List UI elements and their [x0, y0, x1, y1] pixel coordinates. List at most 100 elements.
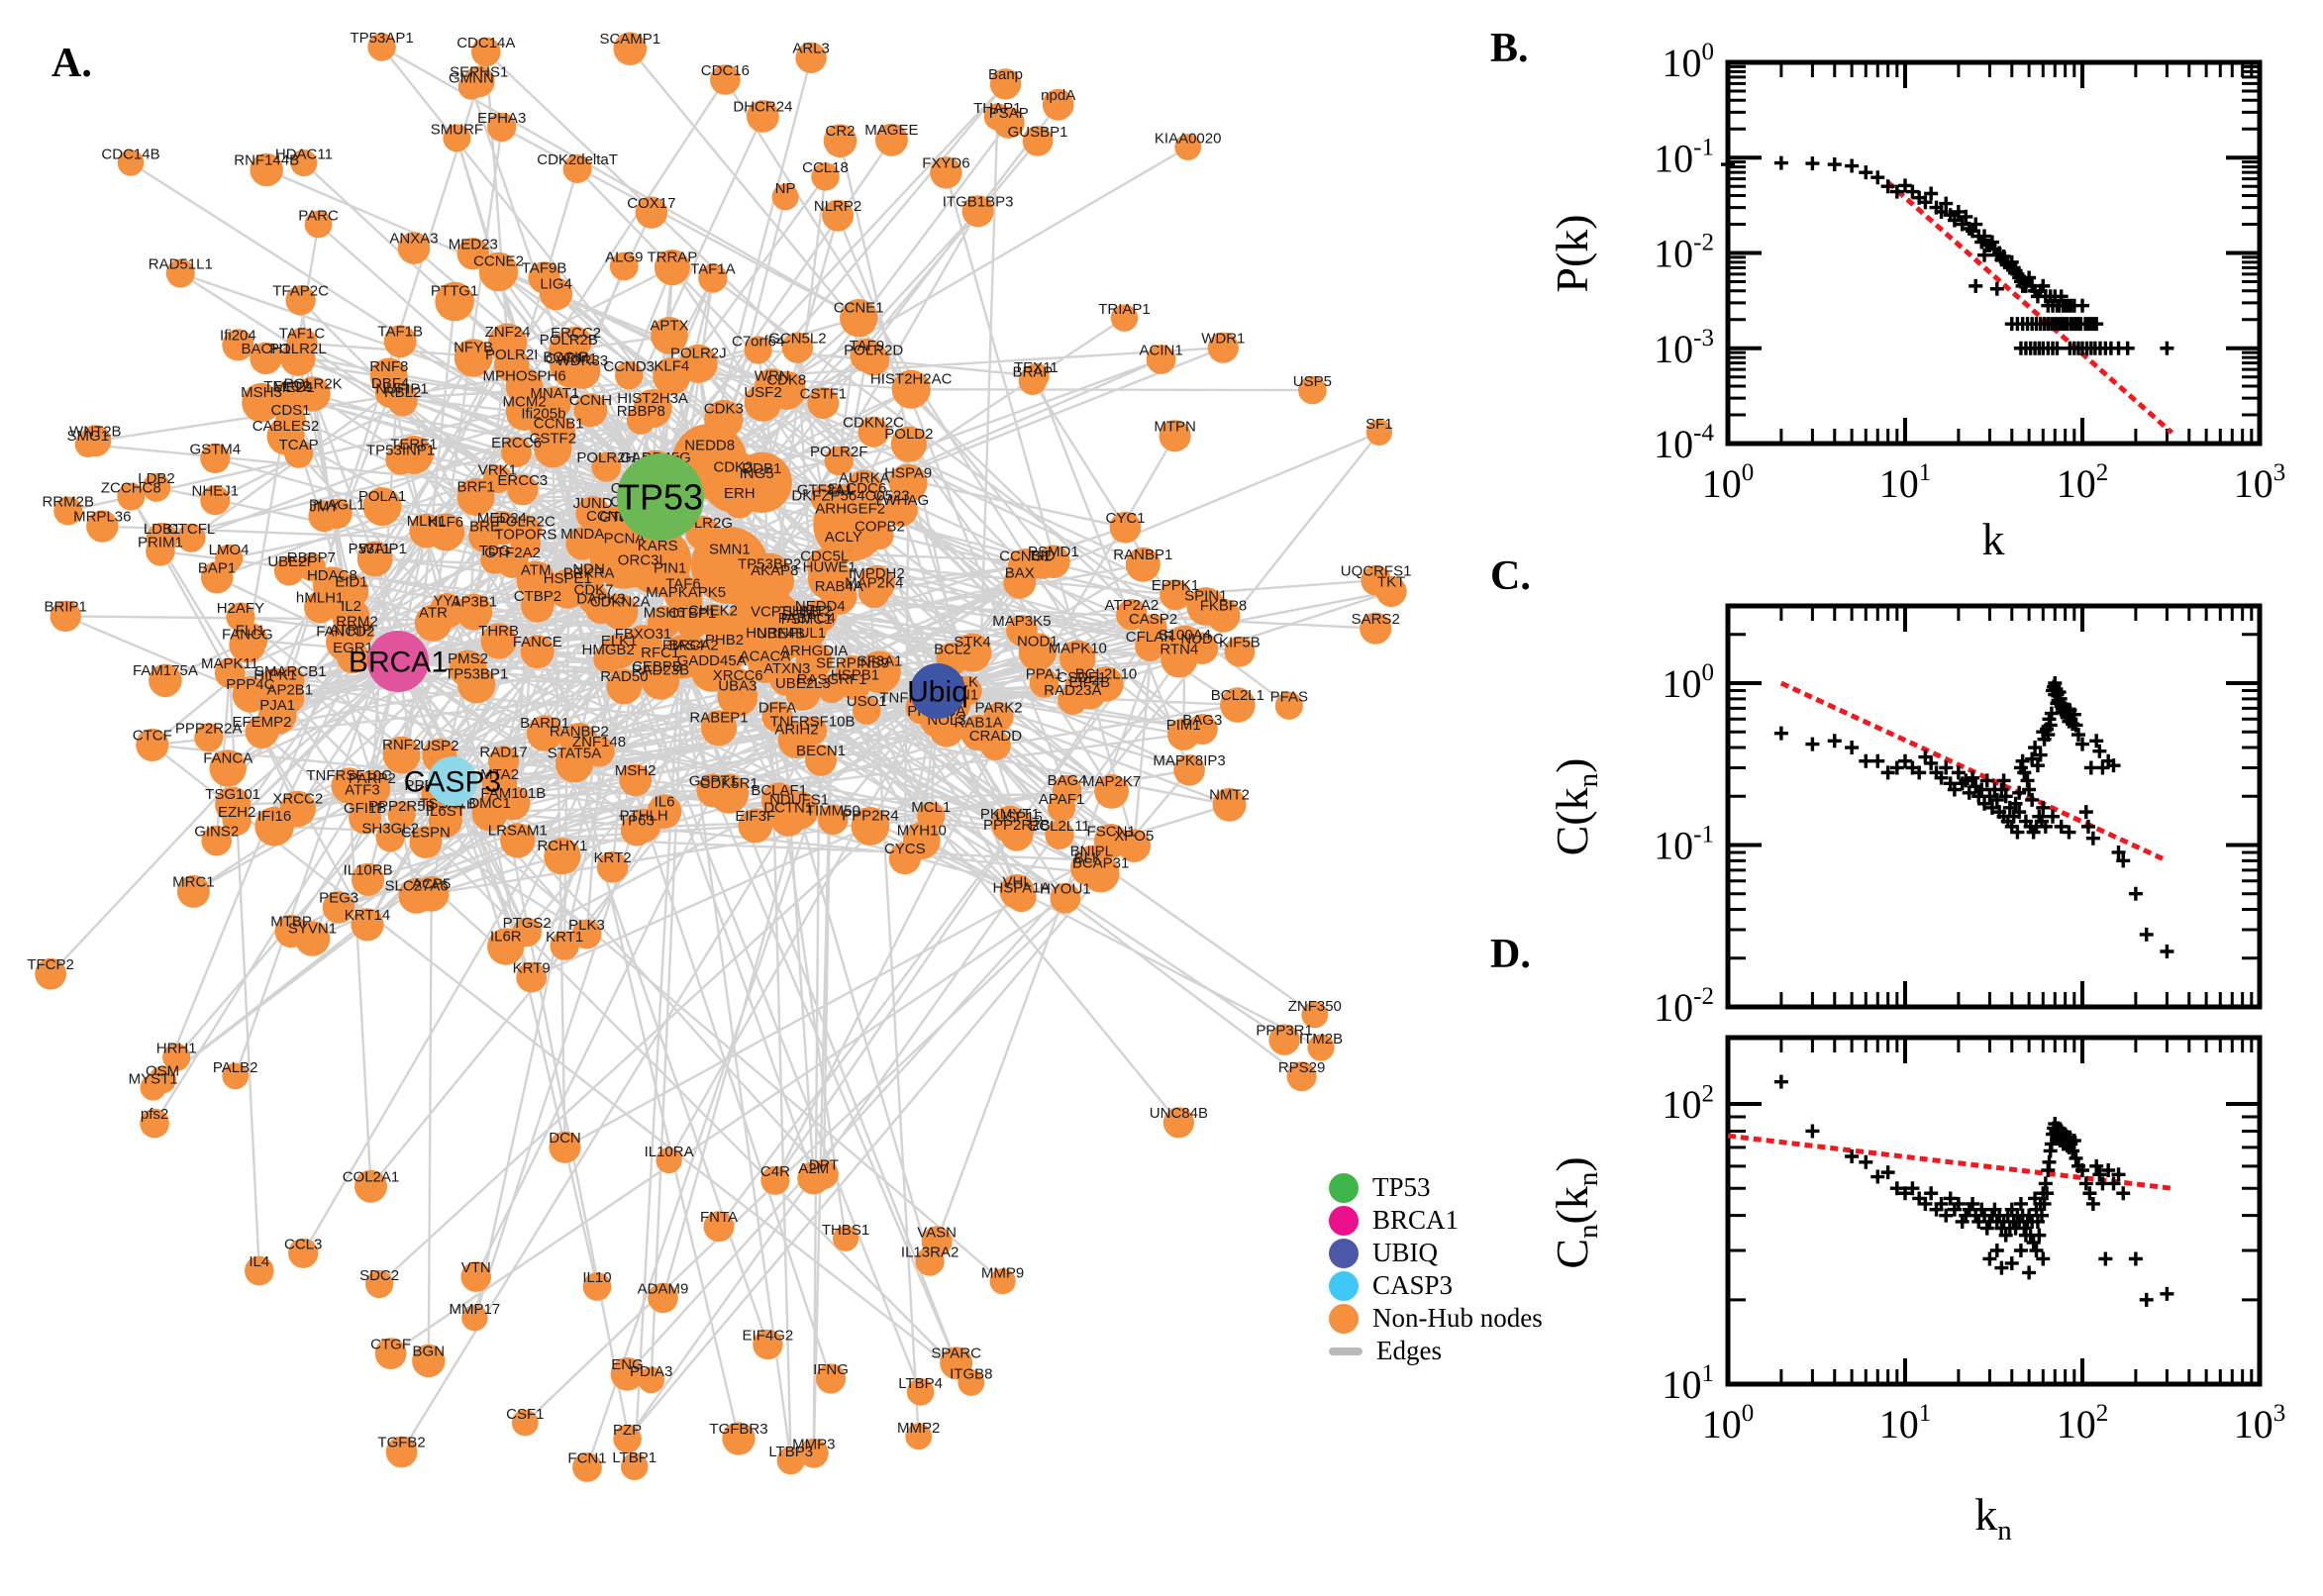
network-node-label: POLR2H [576, 449, 636, 466]
network-node-label: Banp [988, 66, 1023, 83]
network-node-label: CTCFL [167, 521, 215, 538]
network-node-label: PIM1 [1166, 717, 1201, 734]
network-node-label: JMY [309, 499, 339, 516]
network-node [701, 629, 748, 674]
legend-item-ubiq: UBIQ [1329, 1237, 1543, 1269]
network-node [700, 710, 738, 747]
network-node-label: FNTA [700, 1209, 738, 1226]
network-node-label: SPIN1 [1184, 588, 1227, 605]
network-node-label: SERPINB9 [816, 654, 889, 671]
network-node-label: ERH [724, 485, 756, 502]
network-node [858, 416, 889, 448]
network-node-label: CDK2 [713, 459, 753, 476]
network-node [930, 156, 962, 189]
network-node-label: EPHA3 [477, 110, 526, 127]
network-node-label: TIMM50 [806, 803, 860, 820]
network-node-label: NP [775, 180, 796, 197]
network-node-label: LIG4 [540, 276, 572, 293]
legend-item-edges: Edges [1329, 1335, 1543, 1367]
network-node-label: Ifi205b [521, 406, 565, 423]
network-node [591, 451, 622, 482]
network-node [487, 112, 517, 143]
network-node [620, 814, 654, 847]
network-node-label: XPO5 [1114, 828, 1154, 845]
network-node [813, 487, 888, 562]
network-node [367, 33, 396, 61]
network-node-label: AP2B1 [266, 681, 313, 698]
network-node [142, 473, 171, 502]
network-node [786, 608, 828, 649]
network-node [1003, 565, 1037, 599]
network-node [760, 1165, 790, 1195]
network-node-label: UQCRFS1 [1341, 563, 1412, 580]
legend-item-casp3: CASP3 [1329, 1269, 1543, 1302]
legend-item-label: Edges [1376, 1336, 1442, 1365]
network-node-label: TEX11 [1014, 359, 1059, 376]
network-node [412, 1344, 446, 1378]
network-node-label: PARK2 [975, 700, 1023, 717]
network-node-label: CDK2deltaT [537, 151, 618, 168]
network-node-label: THRB [478, 623, 519, 640]
network-node-label: SMN1 [709, 541, 751, 557]
network-node-label: RAD51L1 [149, 256, 213, 273]
network-node-label: CTBP2 [514, 588, 561, 605]
network-node-label: PTGS2 [503, 915, 552, 932]
y-tick-label: 10-4​ [1654, 420, 1714, 466]
network-node-label: CDC6 [846, 480, 886, 497]
network-node-label: TRIAP1 [1098, 301, 1151, 318]
network-node-label: HSPB1 [831, 667, 879, 684]
network-node [250, 342, 282, 375]
network-node-label: XRCC6 [713, 667, 763, 684]
network-node [582, 1272, 612, 1301]
network-node [738, 808, 773, 844]
network-node-label: MED24 [477, 510, 527, 527]
network-node-label: BRCA2 [669, 638, 719, 654]
network-node [165, 258, 195, 288]
network-node [675, 606, 709, 640]
network-node-label: AURKA [839, 470, 890, 487]
legend-item-label: BRCA1 [1372, 1205, 1460, 1235]
network-node-label: KIAA0020 [1155, 131, 1222, 148]
network-node [559, 326, 592, 358]
network-node [852, 696, 881, 725]
network-node-label: POLA1 [358, 488, 406, 505]
network-node-label: ELK1 [601, 633, 638, 649]
network-node [1064, 669, 1099, 705]
network-node-label: TERF1 [390, 437, 438, 453]
network-node-label: PFAS [1270, 689, 1308, 706]
network-node [641, 660, 680, 700]
network-node [1042, 88, 1074, 121]
network-node-label: BARD1 [520, 715, 569, 732]
chart-clustering-coefficient: 100​ 10-1​ 10-2​ C(kn​) [1547, 603, 2263, 1030]
network-node-label: MAP2K4 [845, 575, 903, 592]
network-node-label: RAD17 [479, 744, 527, 760]
network-node [505, 393, 544, 431]
network-node-label: HNRNPUL1 [746, 625, 826, 642]
network-node [1002, 810, 1036, 844]
network-node-label: SDC2 [359, 1267, 399, 1284]
network-node-label: TFCP2 [27, 956, 74, 973]
network-node-label: RBBP8 [617, 403, 665, 420]
network-node-label: TDG [479, 543, 511, 559]
network-node [200, 485, 231, 516]
network-node-label: BCL2L10 [1075, 666, 1138, 683]
network-node [747, 100, 779, 133]
network-node-label: DKFZP564O0523 [791, 488, 909, 505]
network-node-label: PSAP [989, 105, 1029, 122]
network-node-label: PPP4C [226, 676, 274, 693]
network-node [149, 1065, 177, 1094]
hub-node-brca1 [367, 631, 429, 692]
network-node [356, 541, 393, 577]
network-node [1174, 134, 1202, 160]
network-node [86, 510, 119, 543]
network-node-label: FXYD6 [922, 155, 969, 172]
network-node [653, 357, 691, 396]
network-node [35, 957, 66, 990]
network-node-label: PCNA [604, 530, 646, 547]
network-node-label: RPS29 [1278, 1059, 1326, 1076]
network-node-label: KIF5B [1219, 635, 1261, 651]
network-node-label: MMP3 [792, 1436, 835, 1452]
network-node [846, 469, 883, 507]
network-node-label: MSH2 [615, 762, 656, 779]
network-node-label: LTBP4 [898, 1375, 943, 1392]
